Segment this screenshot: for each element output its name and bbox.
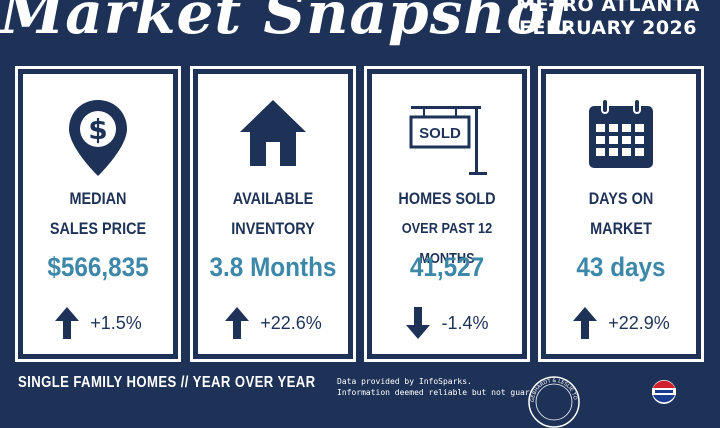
change-value: +1.5% — [90, 312, 142, 333]
label-line-1: MEDIAN — [69, 189, 127, 208]
house-icon — [198, 98, 348, 176]
label-line-2: OVER PAST 12 MONTHS — [401, 220, 493, 267]
arrow-down-icon — [406, 307, 431, 339]
metric-value: 43 days — [576, 252, 666, 282]
median-sales-price-card: $ MEDIAN SALES PRICE $566,835 +1.5% — [15, 66, 181, 362]
arrow-up-icon — [55, 307, 80, 339]
label-line-1: AVAILABLE — [232, 189, 314, 208]
days-on-market-card: DAYS ON MARKET 43 days +22.9% — [538, 66, 704, 362]
label-line-1: HOMES SOLD — [398, 189, 496, 208]
metric-label: AVAILABLE INVENTORY — [209, 184, 337, 244]
metric-label: DAYS ON MARKET — [557, 184, 685, 244]
available-inventory-card: AVAILABLE INVENTORY 3.8 Months +22.6% — [190, 66, 356, 362]
change-value: -1.4% — [441, 312, 489, 333]
footer-caption: SINGLE FAMILY HOMES // YEAR OVER YEAR — [18, 374, 316, 391]
metric-change: +1.5% — [23, 306, 173, 340]
svg-text:$: $ — [88, 113, 107, 146]
period-label: FEBRUARY 2026 — [519, 17, 697, 39]
label-line-2: INVENTORY — [231, 219, 315, 238]
page-title: Market Snapshot — [0, 0, 574, 47]
metric-value: 3.8 Months — [209, 252, 337, 282]
metric-change: -1.4% — [372, 306, 522, 340]
sold-sign-icon: SOLD — [372, 98, 522, 176]
remax-balloon-logo — [652, 380, 676, 404]
change-value: +22.6% — [260, 312, 322, 333]
metric-label: MEDIAN SALES PRICE — [34, 184, 162, 244]
metric-value: 41,527 — [409, 252, 485, 282]
metric-value: $566,835 — [47, 252, 149, 282]
label-line-2: SALES PRICE — [49, 219, 147, 238]
change-value: +22.9% — [608, 312, 670, 333]
metric-change: +22.6% — [198, 306, 348, 340]
label-line-1: DAYS ON — [588, 189, 654, 208]
sold-sign-text: SOLD — [419, 125, 461, 142]
arrow-up-icon — [225, 307, 250, 339]
brokerage-seal-logo: GEBHARDT & LESLIE TO — [528, 376, 580, 428]
region-label: METRO ATLANTA — [516, 0, 700, 16]
metric-label: HOMES SOLD OVER PAST 12 MONTHS — [383, 184, 511, 274]
metric-change: +22.9% — [546, 306, 696, 340]
label-line-2: MARKET — [590, 219, 652, 238]
note-line-2: Information deemed reliable but not guar… — [337, 388, 559, 397]
calendar-icon — [546, 98, 696, 176]
note-line-1: Data provided by InfoSparks. — [337, 377, 472, 386]
homes-sold-card: SOLD HOMES SOLD OVER PAST 12 MONTHS 41,5… — [364, 66, 530, 362]
arrow-up-icon — [573, 307, 598, 339]
data-source-note: Data provided by InfoSparks. Information… — [337, 376, 559, 398]
region-period: METRO ATLANTA FEBRUARY 2026 — [496, 0, 720, 40]
dollar-pin-icon: $ — [23, 98, 173, 176]
